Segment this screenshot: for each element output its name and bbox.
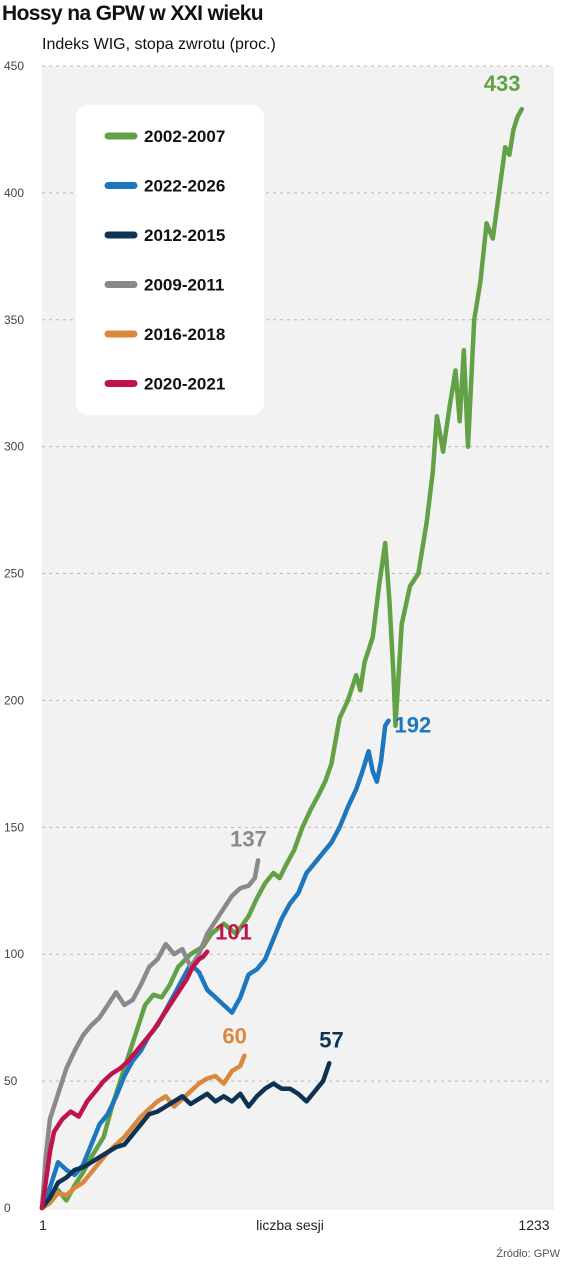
legend-label-2022-2026: 2022-2026 <box>144 177 225 196</box>
x-axis: 1 1233 liczba sesji <box>39 1217 550 1233</box>
end-label-2012-2015: 57 <box>319 1027 343 1052</box>
series-line-2012-2015 <box>39 1061 332 1211</box>
series-line-2009-2011 <box>39 858 261 1211</box>
legend-label-2016-2018: 2016-2018 <box>144 325 225 344</box>
y-tick-label: 400 <box>4 186 24 200</box>
series-lines <box>39 106 525 1211</box>
y-tick-label: 0 <box>4 1201 11 1215</box>
legend-label-2009-2011: 2009-2011 <box>144 276 224 295</box>
y-tick-label: 150 <box>4 820 24 834</box>
y-tick-label: 450 <box>4 59 24 73</box>
legend-label-2012-2015: 2012-2015 <box>144 226 225 245</box>
series-line-2016-2018 <box>39 1053 247 1211</box>
series-line-2020-2021 <box>39 949 210 1211</box>
legend: 2002-2007 2022-2026 2012-2015 2009-2011 2016… <box>76 105 264 415</box>
chart-title: Hossy na GPW w XXI wieku <box>2 2 264 25</box>
y-tick-label: 300 <box>4 440 24 454</box>
legend-label-2002-2007: 2002-2007 <box>144 127 225 146</box>
legend-items: 2002-2007 2022-2026 2012-2015 2009-2011 2016… <box>104 127 225 394</box>
end-label-2016-2018: 60 <box>222 1024 246 1049</box>
x-tick-label-last: 1233 <box>518 1217 549 1233</box>
y-tick-label: 250 <box>4 567 24 581</box>
end-label-2020-2021: 101 <box>215 920 252 945</box>
chart-subtitle: Indeks WIG, stopa zwrotu (proc.) <box>42 36 276 53</box>
end-label-2022-2026: 192 <box>394 713 431 738</box>
x-tick-label-first: 1 <box>39 1217 47 1233</box>
end-label-2002-2007: 433 <box>484 71 521 96</box>
end-label-2009-2011: 137 <box>230 826 267 851</box>
legend-box <box>76 105 264 415</box>
y-axis: 0 50 100 150 200 250 300 350 400 450 <box>4 59 24 1215</box>
y-tick-label: 200 <box>4 693 24 707</box>
legend-label-2020-2021: 2020-2021 <box>144 375 225 394</box>
x-axis-label: liczba sesji <box>256 1217 324 1233</box>
y-tick-label: 100 <box>4 947 24 961</box>
series-line-2002-2007 <box>39 106 525 1211</box>
source-note: Źródło: GPW <box>496 1248 560 1260</box>
series-line-2022-2026 <box>39 718 391 1211</box>
end-labels: 433 192 57 137 60 101 <box>215 71 520 1052</box>
y-tick-label: 50 <box>4 1074 18 1088</box>
y-tick-label: 350 <box>4 313 24 327</box>
